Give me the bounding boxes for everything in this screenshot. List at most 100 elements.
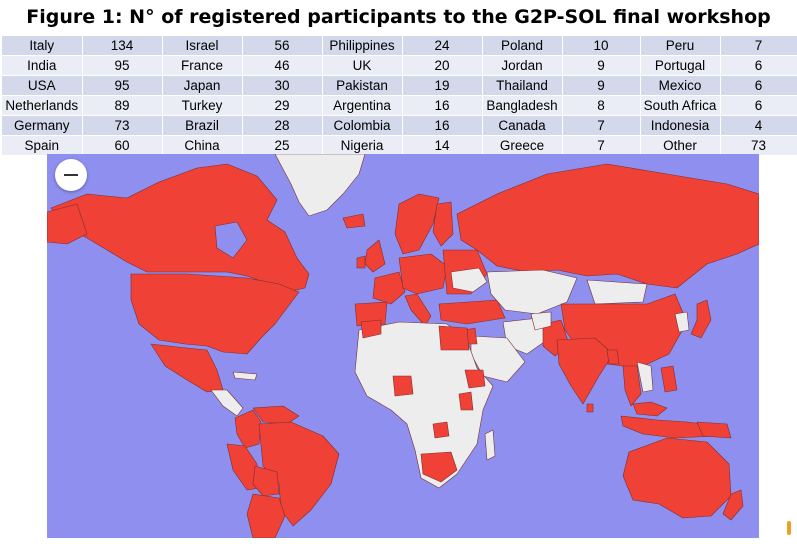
country-papua xyxy=(696,421,732,439)
country-cell: Argentina xyxy=(322,95,403,116)
count-cell: 6 xyxy=(720,75,797,96)
country-south-africa xyxy=(420,451,458,483)
country-germany-central xyxy=(398,253,448,295)
country-colombia xyxy=(234,409,262,449)
count-cell: 19 xyxy=(402,75,483,96)
country-kazakhstan xyxy=(486,269,578,315)
country-finland xyxy=(432,201,454,247)
count-cell: 20 xyxy=(402,55,483,76)
count-cell: 16 xyxy=(402,115,483,136)
country-cell: USA xyxy=(2,75,83,96)
country-cell: Brazil xyxy=(162,115,243,136)
count-cell: 95 xyxy=(82,55,163,76)
country-cell: Jordan xyxy=(482,55,563,76)
count-cell: 7 xyxy=(562,135,641,156)
count-cell: 28 xyxy=(242,115,323,136)
count-cell: 89 xyxy=(82,95,163,116)
country-cell: Colombia xyxy=(322,115,403,136)
country-afghanistan xyxy=(530,311,552,331)
table-row: USA 95 Japan 30 Pakistan 19 Thailand 9 Mexico 6 xyxy=(2,75,797,96)
country-cell: Spain xyxy=(2,135,83,156)
table-row: Italy 134 Israel 56 Philippines 24 Poland 10 Per… xyxy=(2,36,797,56)
count-cell: 73 xyxy=(82,115,163,136)
minus-icon xyxy=(64,174,78,176)
count-cell: 7 xyxy=(720,36,797,56)
country-cell: Greece xyxy=(482,135,563,156)
country-cell: Italy xyxy=(2,36,83,56)
country-zambia xyxy=(432,421,450,439)
country-cell: Philippines xyxy=(322,36,403,56)
country-cell: Nigeria xyxy=(322,135,403,156)
country-cell: Netherlands xyxy=(2,95,83,116)
country-thailand xyxy=(622,365,642,407)
country-cell: Israel xyxy=(162,36,243,56)
country-cell: Mexico xyxy=(640,75,721,96)
country-cell: Portugal xyxy=(640,55,721,76)
count-cell: 10 xyxy=(562,36,641,56)
country-italy xyxy=(404,293,432,327)
country-malaysia xyxy=(632,401,668,417)
country-canada xyxy=(50,163,310,293)
count-cell: 9 xyxy=(562,75,641,96)
country-australia xyxy=(622,437,732,519)
country-japan xyxy=(690,299,712,339)
country-ireland xyxy=(356,255,366,269)
count-cell: 6 xyxy=(720,55,797,76)
country-cell: Japan xyxy=(162,75,243,96)
country-cell: Bangladesh xyxy=(482,95,563,116)
country-cell: India xyxy=(2,55,83,76)
country-ukraine xyxy=(450,267,488,293)
country-greece-turkey xyxy=(438,299,506,325)
country-nigeria xyxy=(392,375,414,397)
figure-title: Figure 1: N° of registered participants … xyxy=(26,6,771,28)
country-argentina xyxy=(246,493,286,538)
table-row: Netherlands 89 Turkey 29 Argentina 16 Banglade… xyxy=(2,95,797,116)
country-india xyxy=(556,337,614,405)
count-cell: 6 xyxy=(720,95,797,116)
country-cell: Poland xyxy=(482,36,563,56)
country-greenland xyxy=(274,154,366,217)
country-cell: Peru xyxy=(640,36,721,56)
central-america xyxy=(210,389,244,417)
country-morocco xyxy=(360,319,382,339)
country-egypt xyxy=(438,325,470,351)
country-sri-lanka xyxy=(586,403,594,413)
country-cell: South Africa xyxy=(640,95,721,116)
country-bangladesh xyxy=(606,349,620,365)
country-france xyxy=(372,271,406,305)
country-russia xyxy=(456,163,759,289)
country-cell: France xyxy=(162,55,243,76)
country-madagascar xyxy=(484,429,496,461)
count-cell: 30 xyxy=(242,75,323,96)
count-cell: 46 xyxy=(242,55,323,76)
country-usa-alaska xyxy=(47,203,88,245)
country-cell: Pakistan xyxy=(322,75,403,96)
country-ethiopia xyxy=(464,369,486,389)
count-cell: 8 xyxy=(562,95,641,116)
country-vietnam-laos xyxy=(636,361,654,393)
country-new-zealand xyxy=(722,489,744,521)
count-cell: 29 xyxy=(242,95,323,116)
count-cell: 25 xyxy=(242,135,323,156)
count-cell: 56 xyxy=(242,36,323,56)
count-cell: 14 xyxy=(402,135,483,156)
table-row: India 95 France 46 UK 20 Jordan 9 Portugal 6 xyxy=(2,55,797,76)
count-cell: 24 xyxy=(402,36,483,56)
country-cell: Germany xyxy=(2,115,83,136)
count-cell: 7 xyxy=(562,115,641,136)
zoom-out-button[interactable] xyxy=(55,159,87,191)
country-cell: UK xyxy=(322,55,403,76)
country-norway-sweden xyxy=(394,193,440,255)
count-cell: 9 xyxy=(562,55,641,76)
world-map[interactable] xyxy=(47,154,759,538)
count-cell: 60 xyxy=(82,135,163,156)
count-cell: 16 xyxy=(402,95,483,116)
table-row: Spain 60 China 25 Nigeria 14 Greece 7 Other 73 xyxy=(2,135,797,156)
count-cell: 4 xyxy=(720,115,797,136)
country-cell: Other xyxy=(640,135,721,156)
country-cell: Canada xyxy=(482,115,563,136)
count-cell: 95 xyxy=(82,75,163,96)
count-cell: 134 xyxy=(82,36,163,56)
country-usa xyxy=(130,273,300,355)
country-cell: Thailand xyxy=(482,75,563,96)
